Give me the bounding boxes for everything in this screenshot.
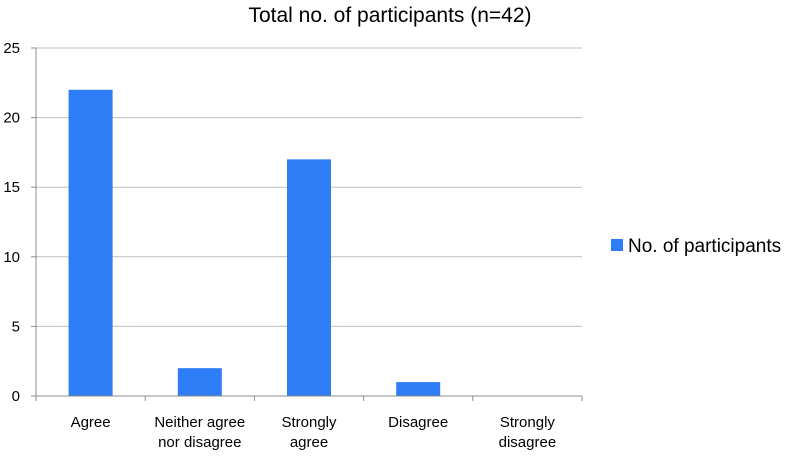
y-axis-ticks: 0 5 10 15 20 25	[3, 40, 36, 405]
axes	[35, 48, 583, 401]
y-tick-label: 0	[12, 388, 20, 405]
x-tick-label: Strongly	[500, 414, 556, 431]
bar	[177, 368, 222, 396]
y-tick-label: 10	[3, 249, 20, 266]
x-tick-label: Neither agree	[154, 414, 245, 431]
y-tick-label: 15	[3, 179, 20, 196]
x-axis-labels: Agree Neither agree nor disagree Strongly ag…	[71, 414, 557, 451]
bar	[68, 89, 113, 396]
legend: No. of participants	[611, 236, 781, 257]
chart-title: Total no. of participants (n=42)	[248, 4, 531, 27]
y-tick-label: 25	[3, 40, 20, 57]
x-tick-label: nor disagree	[158, 434, 241, 451]
x-tick-label: Agree	[71, 414, 111, 431]
y-tick-label: 5	[12, 318, 20, 335]
legend-label: No. of participants	[628, 236, 781, 257]
y-tick-label: 20	[3, 110, 20, 127]
bar	[396, 382, 441, 396]
x-tick-label: disagree	[499, 434, 557, 451]
bars	[68, 89, 441, 396]
x-tick-label: Disagree	[388, 414, 448, 431]
bar	[287, 159, 331, 396]
x-tick-label: agree	[290, 434, 328, 451]
x-tick-label: Strongly	[281, 414, 337, 431]
legend-swatch	[611, 239, 623, 251]
